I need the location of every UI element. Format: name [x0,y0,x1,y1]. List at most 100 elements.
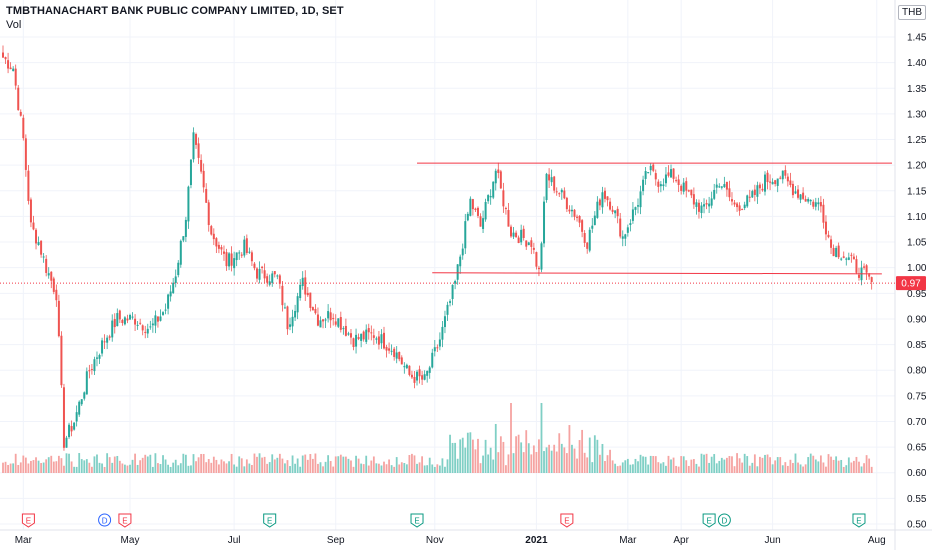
candle-body [576,216,579,218]
candle-body [121,320,124,324]
candle-body [824,221,827,235]
candle-body [504,207,507,209]
event-marker-shape [852,513,866,528]
volume-bar [464,447,467,473]
volume-bar [383,461,385,473]
candle-body [723,184,726,188]
volume-bar [278,453,281,473]
event-marker[interactable]: E [702,513,716,528]
candle-body [139,322,142,324]
volume-bar [764,454,766,473]
volume-bar [73,466,76,473]
volume-bar [850,462,853,473]
event-marker[interactable]: D [717,513,731,527]
candle-body [461,248,464,256]
volume-bar [235,466,238,473]
volume-bar [515,436,517,473]
volume-bar [647,464,650,473]
candle-body [189,159,192,186]
candle-body [781,170,784,180]
event-marker[interactable]: E [21,513,35,528]
candle-body [515,232,518,238]
currency-badge[interactable]: THB [898,5,926,20]
volume-bar [771,464,774,473]
volume-bar [200,453,203,473]
candle-body [355,334,358,347]
volume-bar [558,433,561,473]
volume-bar [223,461,225,473]
candle-body [289,324,292,327]
candle-body [845,258,848,260]
event-marker[interactable]: E [410,513,424,528]
volume-bar [4,461,7,473]
volume-bar [855,456,858,473]
volume-bar [802,466,804,473]
candle-body [423,374,426,380]
candle-body [240,254,243,256]
event-marker[interactable]: E [852,513,866,528]
volume-bar [101,463,103,473]
candle-body [17,87,20,111]
candle-body [586,242,589,249]
volume-bar [301,455,304,473]
candle-body [393,348,396,357]
volume-bar [459,439,462,473]
volume-bar [85,459,88,473]
candle-body [484,201,487,220]
volume-bar [469,432,472,473]
candle-body [215,238,218,247]
volume-bar [543,451,545,473]
event-marker[interactable]: D [98,513,112,527]
candle-body [40,240,43,255]
candle-body [286,306,289,330]
x-tick-label: Jun [765,535,781,546]
candle-body [543,201,546,244]
candle-body [492,181,495,198]
candle-body [418,369,421,377]
volume-bar [692,459,695,473]
candle-body [243,239,246,256]
volume-bar [111,462,114,473]
volume-bar [644,456,647,473]
volume-bar [129,464,131,473]
event-marker[interactable]: E [560,513,574,528]
candle-body [154,315,157,326]
candle-body [451,284,454,300]
volume-bar [398,464,401,473]
volume-bar [606,455,609,473]
candle-body [14,68,17,86]
volume-bar [317,463,319,473]
volume-bar [436,464,439,473]
volume-bar [753,454,756,473]
volume-bar [324,461,327,473]
candle-body [268,281,271,285]
candle-body [512,232,515,237]
volume-bar [357,458,360,473]
candle-body [19,111,22,116]
volume-bar [40,463,42,473]
volume-bar [662,462,665,473]
event-marker[interactable]: E [263,513,277,528]
candle-body [593,215,596,226]
candle-body [850,254,853,256]
candle-body [670,169,673,178]
event-marker-label: D [102,517,108,526]
volume-bar [35,457,37,473]
candle-body [337,318,340,327]
volume-bar [124,464,126,473]
event-marker[interactable]: E [118,513,132,528]
volume-bar [22,455,25,473]
candle-body [748,196,751,198]
candle-body [403,366,406,368]
candle-body [548,174,551,181]
candle-body [553,176,556,191]
candle-body [55,289,58,301]
volume-bar [550,450,553,473]
candle-body [776,178,779,186]
volume-bar [378,463,380,473]
candle-body [362,331,365,340]
candle-body [357,337,360,339]
volume-bar [251,465,253,473]
candle-body [852,256,855,260]
